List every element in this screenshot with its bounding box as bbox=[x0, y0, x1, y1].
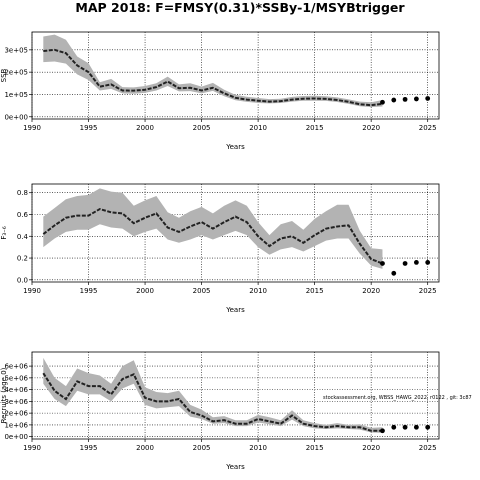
x-tick-label: 2000 bbox=[136, 124, 154, 132]
projection-point bbox=[391, 97, 397, 103]
median-line bbox=[42, 207, 383, 265]
projection-point bbox=[425, 260, 431, 265]
x-tick-label: 2010 bbox=[249, 444, 267, 452]
x-tick-label: 1990 bbox=[23, 287, 41, 295]
median-line bbox=[43, 48, 383, 107]
fishing-mortality-panel: 1990 1995 2000 2005 2010 2015 2020 2025 0.0 0.2 0.… bbox=[0, 183, 440, 314]
y-tick-label: 2e+05 bbox=[4, 69, 28, 77]
x-tick-label: 2000 bbox=[136, 444, 154, 452]
projection-point bbox=[380, 261, 385, 266]
median-line bbox=[42, 372, 383, 432]
y-axis-label: SSB bbox=[0, 68, 8, 82]
x-tick-label: 2025 bbox=[419, 124, 437, 132]
x-tick-label: 2015 bbox=[306, 124, 324, 132]
y-tick-label: 5e+06 bbox=[4, 374, 28, 382]
y-tick-label: 0.0 bbox=[17, 276, 28, 284]
x-tick-label: 2025 bbox=[419, 287, 437, 295]
y-tick-label: 0e+00 bbox=[4, 113, 28, 121]
projection-point bbox=[425, 96, 431, 101]
y-tick-label: 3e+06 bbox=[4, 398, 28, 406]
x-axis-label: Years bbox=[225, 143, 245, 151]
grid bbox=[31, 352, 439, 439]
plot-frame bbox=[31, 31, 440, 120]
x-tick-label: 1990 bbox=[23, 124, 41, 132]
projection-point bbox=[413, 424, 419, 430]
y-tick-label: 1e+06 bbox=[4, 421, 28, 429]
confidence-band bbox=[43, 34, 383, 108]
x-tick-label: 2010 bbox=[249, 124, 267, 132]
x-tick-label: 2005 bbox=[193, 444, 211, 452]
ssb-panel: 1990 1995 2000 2005 2010 2015 2020 2025 0e+00 1e+… bbox=[0, 31, 440, 151]
chart-title: MAP 2018: F=FMSY(0.31)*SSBy-1/MSYBtrigge… bbox=[75, 0, 405, 15]
projection-point bbox=[413, 96, 419, 102]
y-axis-label: F₃₋₆ bbox=[0, 226, 8, 240]
projection-point bbox=[380, 428, 385, 434]
x-tick-label: 2000 bbox=[136, 287, 154, 295]
y-tick-label: 0.4 bbox=[17, 233, 29, 241]
y-tick-label: 0.8 bbox=[17, 189, 28, 197]
y-tick-label: 0.2 bbox=[17, 255, 28, 263]
x-tick-label: 2005 bbox=[193, 287, 211, 295]
projection-point bbox=[391, 424, 397, 430]
plot-frame bbox=[31, 351, 440, 440]
projection-point bbox=[413, 260, 419, 265]
x-tick-label: 1995 bbox=[80, 287, 98, 295]
x-tick-label: 2020 bbox=[362, 124, 380, 132]
projection-point bbox=[402, 261, 408, 266]
y-tick-label: 4e+06 bbox=[4, 386, 28, 394]
x-tick-label: 2010 bbox=[249, 287, 267, 295]
projection-point bbox=[425, 424, 431, 430]
y-tick-label: 3e+05 bbox=[4, 46, 28, 54]
y-tick-label: 0.6 bbox=[17, 211, 29, 219]
source-annotation: stockassessment.org, WBSS_HAWG_2022, r01… bbox=[323, 395, 472, 401]
projection-point bbox=[402, 96, 408, 102]
x-axis-label: Years bbox=[225, 306, 245, 314]
projection-point bbox=[391, 270, 397, 276]
x-tick-label: 2005 bbox=[193, 124, 211, 132]
x-tick-label: 2015 bbox=[306, 287, 324, 295]
recruitment-panel: 1990 1995 2000 2005 2010 2015 2020 2025 0e+00 1e+… bbox=[0, 351, 472, 471]
x-tick-label: 1995 bbox=[80, 444, 98, 452]
projection-point bbox=[380, 99, 385, 105]
x-tick-label: 2020 bbox=[362, 287, 380, 295]
plot-frame bbox=[31, 183, 440, 283]
x-axis-label: Years bbox=[225, 463, 245, 471]
x-tick-label: 1995 bbox=[80, 124, 98, 132]
projection-point bbox=[402, 424, 408, 430]
y-tick-label: 1e+05 bbox=[4, 91, 28, 99]
y-tick-label: 2e+06 bbox=[4, 410, 28, 418]
x-tick-label: 1990 bbox=[23, 444, 41, 452]
y-tick-label: 6e+06 bbox=[4, 363, 28, 371]
y-axis-label: Recruits (age 0) bbox=[0, 367, 8, 423]
x-tick-label: 2025 bbox=[419, 444, 437, 452]
y-tick-label: 0e+00 bbox=[4, 433, 28, 441]
x-tick-label: 2015 bbox=[306, 444, 324, 452]
x-tick-label: 2020 bbox=[362, 444, 380, 452]
